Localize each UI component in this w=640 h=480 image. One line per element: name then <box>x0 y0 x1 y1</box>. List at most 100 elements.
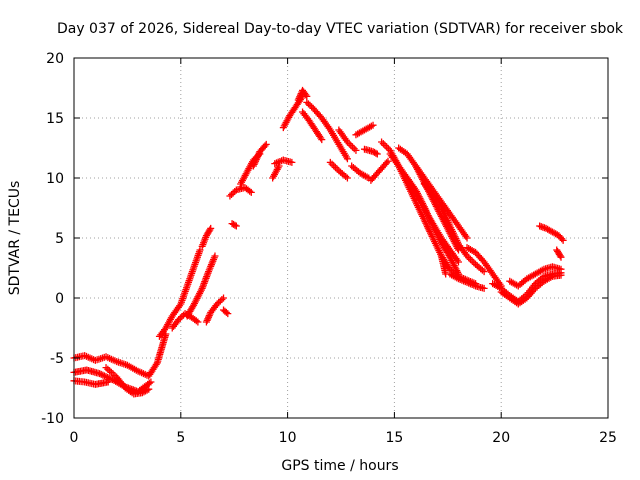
data-point <box>205 313 213 321</box>
y-tick-label: 0 <box>55 291 64 307</box>
data-point <box>480 268 488 276</box>
series-track-an <box>553 246 565 261</box>
x-tick-label: 15 <box>385 430 403 446</box>
series-track-i <box>202 294 228 326</box>
series-track-ai <box>463 244 505 290</box>
data-point <box>379 140 387 148</box>
series-track-s <box>303 98 351 163</box>
series-track-ak <box>497 271 565 308</box>
data-point <box>480 284 488 292</box>
data-point <box>226 192 234 200</box>
data-point <box>333 165 341 173</box>
data-point <box>326 158 334 166</box>
data-point <box>106 367 114 375</box>
data-point <box>423 221 431 229</box>
series-track-u <box>326 158 351 182</box>
data-point <box>147 378 155 386</box>
series-track-l <box>226 184 255 200</box>
series-track-z <box>367 157 392 184</box>
data-point <box>100 372 108 380</box>
data-point <box>253 154 261 162</box>
series-track-h <box>198 224 215 250</box>
data-point <box>246 187 254 195</box>
data-point <box>215 299 223 306</box>
data-point <box>152 360 160 368</box>
data-point <box>228 191 236 198</box>
data-point <box>249 162 257 170</box>
data-point <box>143 386 151 394</box>
data-point <box>383 159 391 167</box>
data-point <box>192 317 200 325</box>
series-track-am <box>536 222 567 244</box>
data-point <box>218 296 226 303</box>
series-track-g <box>183 252 219 320</box>
data-point <box>206 226 214 234</box>
x-tick-label: 25 <box>599 430 617 446</box>
data-point <box>463 234 471 242</box>
series-track-j <box>220 306 232 318</box>
data-point <box>369 121 377 129</box>
data-point <box>466 255 474 263</box>
data-point <box>347 141 355 149</box>
data-point <box>422 219 430 227</box>
x-tick-label: 10 <box>279 430 297 446</box>
data-point <box>302 91 310 99</box>
data-point <box>220 294 228 302</box>
data-point <box>470 259 478 267</box>
data-point <box>306 101 314 109</box>
data-point <box>468 257 476 265</box>
series-track-al <box>506 263 565 290</box>
x-tick-label: 5 <box>176 430 185 446</box>
data-point <box>557 265 565 273</box>
data-point <box>203 316 211 324</box>
data-point <box>343 174 351 182</box>
data-point <box>196 246 204 254</box>
series-track-y <box>360 145 381 158</box>
data-point <box>428 232 436 240</box>
data-point <box>251 159 259 167</box>
data-point <box>207 224 215 232</box>
data-point <box>296 93 304 101</box>
data-point <box>558 235 566 243</box>
series-track-x <box>352 121 377 139</box>
y-tick-label: -10 <box>41 411 64 427</box>
data-point <box>205 312 213 320</box>
data-point <box>261 142 269 150</box>
data-point <box>99 371 107 379</box>
data-point <box>383 143 391 151</box>
data-point <box>373 150 381 158</box>
y-axis-label: SDTVAR / TECUs <box>7 181 23 296</box>
data-point <box>254 152 262 160</box>
data-point <box>288 158 296 166</box>
data-point <box>202 318 210 326</box>
series-track-c <box>70 377 112 388</box>
data-point <box>197 286 205 294</box>
data-point <box>97 370 105 378</box>
data-point <box>295 94 303 102</box>
data-point <box>104 365 112 373</box>
data-point <box>211 252 219 260</box>
data-point <box>104 378 112 386</box>
series-track-v <box>335 126 360 154</box>
data-point <box>294 96 302 104</box>
data-point <box>557 271 565 279</box>
data-point <box>349 143 357 151</box>
data-point <box>350 145 358 153</box>
data-point <box>254 151 262 159</box>
series-track-ag <box>437 252 450 278</box>
x-tick-label: 0 <box>70 430 79 446</box>
series-track-ad <box>403 174 462 266</box>
data-point <box>559 236 567 244</box>
data-point <box>96 370 104 378</box>
data-point <box>252 156 260 164</box>
data-point <box>557 253 565 261</box>
x-axis-label: GPS time / hours <box>281 458 398 474</box>
y-tick-label: 10 <box>46 171 64 187</box>
data-point <box>194 318 202 326</box>
chart-title: Day 037 of 2026, Sidereal Day-to-day VTE… <box>57 21 624 37</box>
data-point <box>318 136 326 144</box>
data-points <box>70 86 567 398</box>
series-track-ah <box>446 270 488 292</box>
data-point <box>213 300 221 308</box>
data-point <box>421 218 429 226</box>
